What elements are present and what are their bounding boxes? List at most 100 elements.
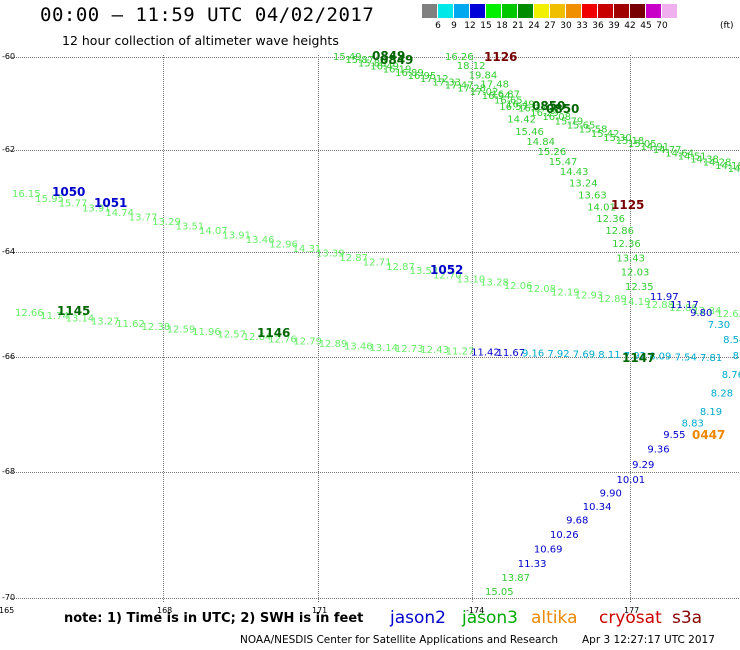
colorbar-swatch bbox=[550, 4, 566, 18]
swh-value-label: 14.64 bbox=[665, 148, 694, 159]
colorbar-tick-label: 30 bbox=[560, 21, 572, 31]
swh-value-label: 16.49 bbox=[506, 100, 535, 111]
swh-value-label: 12.43 bbox=[420, 345, 449, 356]
swh-value-label: 8.09 bbox=[649, 352, 671, 363]
latitude-label: -68 bbox=[2, 467, 16, 476]
swh-value-label: 16.19 bbox=[383, 65, 412, 76]
swh-value-label: 19.84 bbox=[469, 70, 498, 81]
colorbar-swatch bbox=[502, 4, 518, 18]
swh-value-label: 12.96 bbox=[269, 240, 298, 251]
swh-value-label: 9.16 bbox=[522, 349, 544, 360]
swh-value-label: 10.34 bbox=[583, 502, 612, 513]
swh-value-label: 14.19 bbox=[622, 297, 651, 308]
swh-value-label: 12.57 bbox=[217, 330, 246, 341]
swh-value-label: 17.12 bbox=[420, 74, 449, 85]
track-time-label: 0447 bbox=[692, 428, 725, 442]
satellite-tracks: 15.4915.8715.8016.4916.1916.8916.9517.12… bbox=[12, 49, 740, 598]
track-time-label: 0849 bbox=[372, 49, 405, 63]
swh-value-label: 18.12 bbox=[457, 61, 486, 72]
swh-value-label: 13.46 bbox=[246, 235, 275, 246]
swh-value-label: 12.36 bbox=[612, 239, 641, 250]
swh-value-label: 11.74 bbox=[40, 311, 69, 322]
page-subtitle: 12 hour collection of altimeter wave hei… bbox=[62, 33, 339, 48]
swh-value-label: 14.18 bbox=[715, 161, 740, 172]
swh-value-label: 11.62 bbox=[116, 319, 145, 330]
swh-value-label: 12.64 bbox=[243, 332, 272, 343]
swh-value-label: 8.11 bbox=[598, 350, 620, 361]
colorbar-tick-label: 15 bbox=[480, 21, 492, 31]
swh-value-label: 10.01 bbox=[617, 475, 646, 486]
swh-value-label: 13.28 bbox=[480, 278, 509, 289]
swh-value-label: 14.31 bbox=[293, 244, 322, 255]
swh-value-label: 17.47 bbox=[445, 81, 474, 92]
colorbar-swatch bbox=[630, 4, 646, 18]
colorbar-tick-label: 45 bbox=[640, 21, 652, 31]
swh-value-label: 13.63 bbox=[578, 191, 607, 202]
colorbar-tick-label: 6 bbox=[435, 21, 441, 31]
map-grid bbox=[10, 55, 739, 602]
swh-value-label: 15.80 bbox=[358, 58, 387, 69]
swh-value-label: 13.27 bbox=[91, 316, 120, 327]
longitude-label: 177 bbox=[624, 606, 640, 615]
swh-value-label: 13.39 bbox=[316, 248, 345, 259]
track-time-label: 1126 bbox=[484, 50, 517, 64]
swh-value-label: 9.68 bbox=[566, 516, 588, 527]
swh-value-label: 14.84 bbox=[526, 137, 555, 148]
track-time-label: 0850 bbox=[546, 102, 579, 116]
track-time-label: 0849 bbox=[380, 53, 413, 67]
swh-value-label: 16.08 bbox=[542, 112, 571, 123]
swh-value-label: 13.14 bbox=[66, 314, 95, 325]
latitude-label: -62 bbox=[2, 145, 16, 154]
swh-value-label: 17.48 bbox=[480, 80, 509, 91]
swh-value-label: 13.77 bbox=[129, 213, 158, 224]
swh-value-label: 9.29 bbox=[632, 460, 654, 471]
colorbar-tick-label: 70 bbox=[656, 21, 668, 31]
swh-value-label: 16.29 bbox=[530, 108, 559, 119]
colorbar-swatch bbox=[518, 4, 534, 18]
track-time-label: 1147 bbox=[622, 351, 655, 365]
swh-value-label: 13.24 bbox=[569, 179, 598, 190]
longitude-label: 171 bbox=[312, 606, 328, 615]
colorbar-swatch bbox=[614, 4, 630, 18]
swh-value-label: 16.89 bbox=[395, 68, 424, 79]
swh-value-label: 12.66 bbox=[15, 308, 44, 319]
swh-value-label: 13.87 bbox=[501, 573, 530, 584]
swh-value-label: 12.38 bbox=[142, 322, 171, 333]
swh-value-label: 7.92 bbox=[624, 351, 646, 362]
swh-value-label: 16.65 bbox=[494, 95, 523, 106]
swh-value-label: 12.84 bbox=[693, 306, 722, 317]
colorbar-swatch bbox=[534, 4, 550, 18]
swh-value-label: 7.30 bbox=[708, 320, 730, 331]
longitude-label: 168 bbox=[157, 606, 173, 615]
swh-colorbar bbox=[422, 4, 678, 18]
swh-value-label: 11.96 bbox=[192, 327, 221, 338]
swh-value-label: 8.76 bbox=[722, 370, 740, 381]
swh-value-label: 14.28 bbox=[703, 158, 732, 169]
swh-value-label: 13.29 bbox=[152, 217, 181, 228]
swh-value-label: 7.69 bbox=[573, 349, 595, 360]
swh-value-label: 15.77 bbox=[59, 199, 88, 210]
colorbar-swatch bbox=[566, 4, 582, 18]
swh-value-label: 9.90 bbox=[600, 488, 622, 499]
swh-value-label: 12.59 bbox=[167, 325, 196, 336]
swh-value-label: 14.74 bbox=[105, 208, 134, 219]
swh-value-label: 11.67 bbox=[497, 348, 526, 359]
swh-value-label: 16.94 bbox=[482, 91, 511, 102]
swh-value-label: 15.30 bbox=[603, 133, 632, 144]
swh-value-label: 12.73 bbox=[395, 344, 424, 355]
swh-value-label: 15.58 bbox=[579, 125, 608, 136]
colorbar-tick-label: 33 bbox=[576, 21, 588, 31]
swh-value-label: 16.57 bbox=[499, 102, 528, 113]
colorbar-swatch bbox=[662, 4, 678, 18]
swh-value-label: 8.19 bbox=[700, 407, 722, 418]
colorbar-tick-label: 42 bbox=[624, 21, 636, 31]
swh-value-label: 17.33 bbox=[432, 77, 461, 88]
swh-value-label: 14.91 bbox=[641, 142, 670, 153]
track-time-label: 1146 bbox=[257, 326, 290, 340]
swh-value-label: 14.77 bbox=[653, 145, 682, 156]
colorbar-tick-label: 21 bbox=[512, 21, 524, 31]
swh-value-label: 17.02 bbox=[470, 87, 499, 98]
legend-item-cryosat: cryosat bbox=[599, 608, 662, 628]
